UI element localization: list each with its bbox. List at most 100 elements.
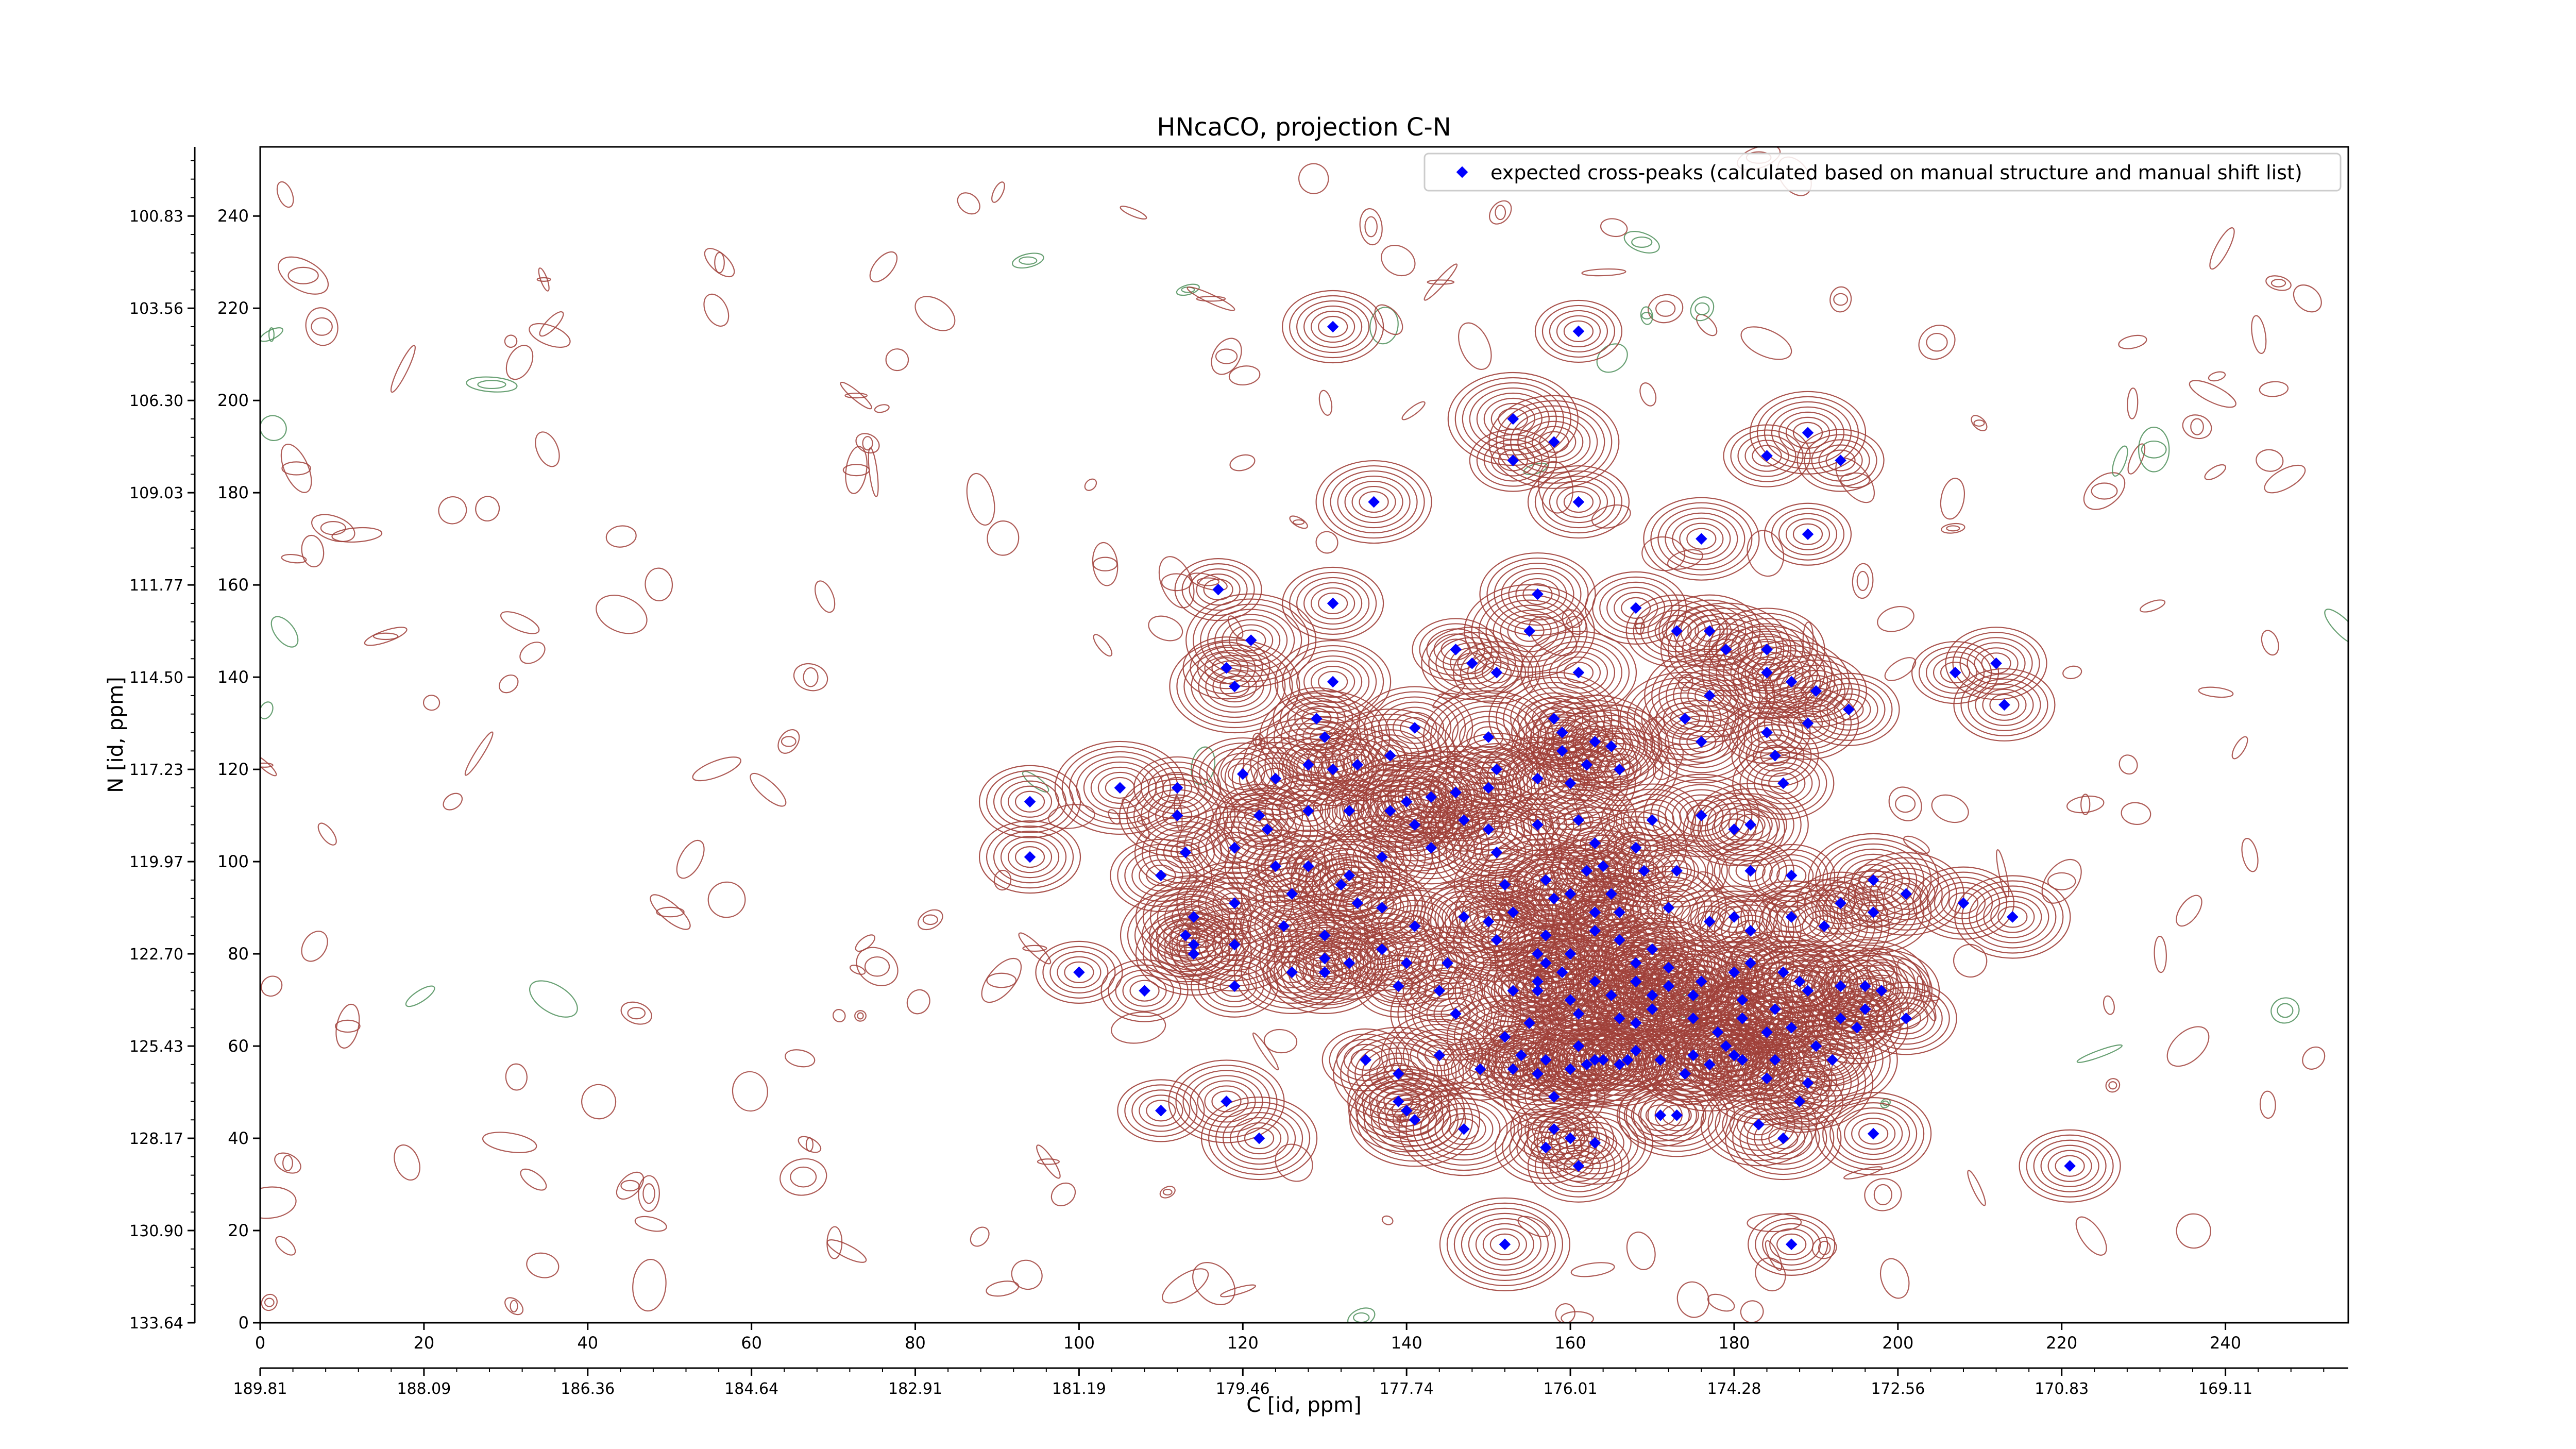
peak-contour — [1501, 1047, 1574, 1100]
peak-point — [1900, 888, 1912, 900]
noise-contour — [1196, 296, 1226, 302]
peak-point — [1188, 948, 1200, 960]
peak-point — [1392, 1096, 1404, 1107]
peak-contour — [1474, 836, 1519, 869]
peak-contour — [1155, 771, 1200, 804]
peak-contour — [1397, 972, 1514, 1056]
peak-contour — [1209, 787, 1326, 871]
peak-contour — [1442, 804, 1486, 836]
noise-contour — [650, 894, 691, 930]
peak-contour — [1131, 1089, 1191, 1132]
noise-contour — [676, 839, 705, 879]
peak-contour — [1539, 1086, 1569, 1108]
peak-contour — [1869, 992, 1943, 1045]
noise-contour — [1971, 415, 1988, 431]
peak-point — [1597, 860, 1609, 872]
noise-contour — [981, 957, 1022, 1003]
noise-contour — [1347, 1307, 1376, 1323]
peak-contour — [1117, 1079, 1205, 1142]
peak-contour — [1884, 1002, 1928, 1035]
noise-contour — [317, 822, 337, 846]
peak-contour — [1672, 517, 1731, 560]
peak-contour — [1729, 1103, 1788, 1146]
peak-contour — [1683, 793, 1786, 866]
peak-contour — [1721, 849, 1780, 892]
peak-contour — [1798, 672, 1900, 746]
peak-contour — [1450, 647, 1495, 680]
peak-contour — [1534, 1134, 1623, 1198]
noise-contour — [1884, 657, 1917, 681]
peak-point — [1523, 1017, 1535, 1029]
peak-point — [1589, 1137, 1601, 1149]
peak-contour — [1616, 1084, 1704, 1147]
peak-contour — [1952, 632, 2040, 695]
y-ppm-tick-label: 106.30 — [129, 392, 183, 410]
peak-contour — [1778, 513, 1838, 555]
peak-contour — [1539, 431, 1569, 453]
noise-contour — [275, 1236, 296, 1256]
peak-contour — [1507, 615, 1552, 647]
peak-contour — [1370, 793, 1459, 856]
noise-contour — [443, 793, 463, 811]
noise-contour — [260, 754, 277, 777]
peak-point — [1769, 1054, 1781, 1066]
noise-contour — [320, 521, 346, 535]
noise-contour — [857, 1012, 864, 1020]
peak-point — [1622, 1054, 1634, 1066]
peak-contour — [1208, 1101, 1311, 1175]
peak-contour — [1446, 1202, 1564, 1286]
peak-contour — [1214, 614, 1288, 667]
peak-contour — [1837, 886, 1910, 939]
noise-contour — [2204, 464, 2226, 480]
peak-contour — [1997, 906, 2028, 928]
peak-point — [1835, 1013, 1846, 1024]
peak-contour — [1508, 572, 1567, 616]
peak-point — [1343, 869, 1355, 882]
peak-contour — [1222, 619, 1281, 662]
peak-contour — [1762, 1075, 1837, 1128]
peak-contour — [1646, 891, 1691, 924]
peak-contour — [1811, 439, 1870, 482]
peak-point — [1343, 805, 1355, 817]
noise-contour — [287, 266, 319, 284]
noise-contour — [1626, 1232, 1656, 1270]
peak-contour — [1776, 1233, 1807, 1255]
noise-contour — [993, 869, 1012, 891]
peak-contour — [1483, 439, 1543, 482]
noise-contour — [750, 772, 787, 807]
peak-contour — [1633, 1084, 1721, 1147]
peak-contour — [993, 831, 1067, 884]
y-tick-label: 140 — [217, 667, 249, 687]
peak-contour — [1146, 864, 1176, 887]
peak-contour — [1524, 1075, 1584, 1118]
noise-contour — [1162, 1188, 1173, 1196]
peak-contour — [1351, 485, 1396, 518]
peak-contour — [1531, 1136, 1561, 1159]
noise-contour — [1162, 1268, 1209, 1304]
peak-contour — [1434, 1108, 1494, 1151]
peak-contour — [1844, 1112, 1903, 1155]
peak-point — [1311, 713, 1323, 724]
peak-contour — [1223, 798, 1312, 861]
peak-point — [1785, 1021, 1798, 1034]
peak-point — [1384, 805, 1396, 817]
peak-point — [1368, 496, 1380, 508]
peak-contour — [1527, 465, 1630, 539]
peak-point — [1466, 657, 1478, 669]
noise-contour — [2127, 443, 2146, 475]
peak-contour — [1727, 1049, 1757, 1071]
peak-contour — [1541, 1139, 1616, 1192]
noise-contour — [1879, 1258, 1910, 1299]
peak-contour — [1580, 832, 1610, 854]
noise-contour — [832, 1009, 846, 1022]
peak-contour — [1189, 568, 1248, 611]
peak-contour — [1541, 475, 1616, 529]
peak-contour — [1385, 706, 1445, 749]
peak-contour — [1556, 485, 1601, 518]
peak-point — [1179, 929, 1192, 941]
peak-contour — [1804, 877, 1877, 930]
peak-contour — [1969, 885, 2057, 949]
peak-contour — [1556, 1150, 1601, 1182]
noise-contour — [1263, 1029, 1298, 1054]
peak-point — [1793, 975, 1806, 988]
